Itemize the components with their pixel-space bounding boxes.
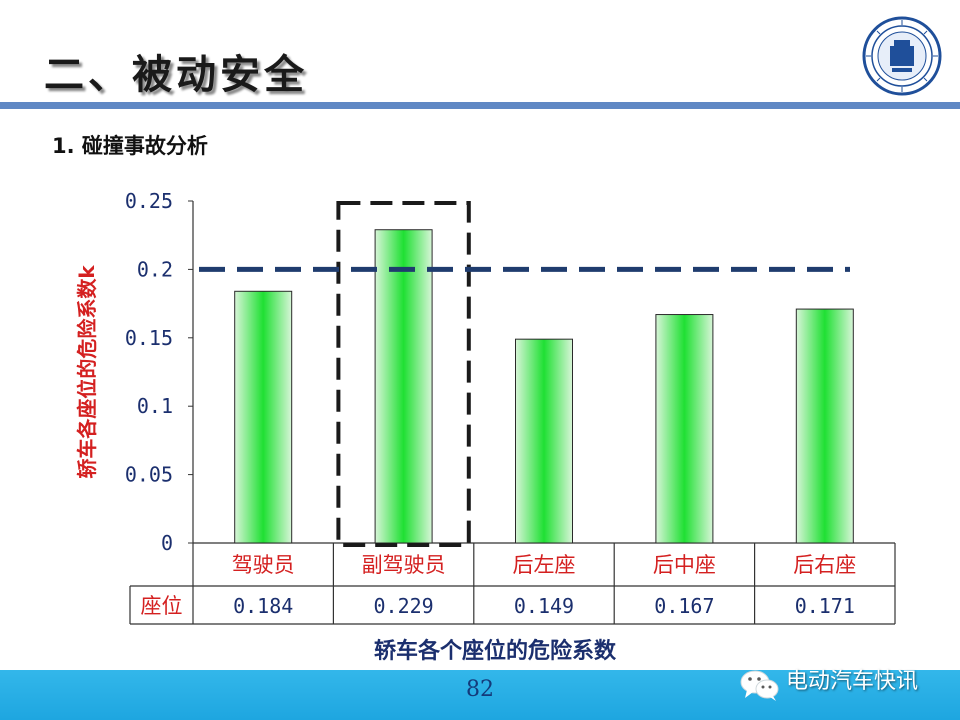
category-label-1: 副驾驶员 <box>362 553 446 577</box>
y-tick-label-1: 0.05 <box>125 463 173 487</box>
value-label-1: 0.229 <box>373 594 433 618</box>
value-label-2: 0.149 <box>514 594 574 618</box>
category-label-4: 后右座 <box>793 553 856 577</box>
y-tick-label-0: 0 <box>161 531 173 555</box>
y-axis: 0 0.05 0.1 0.15 0.2 0.25 轿车各座位的危险系数k <box>75 189 194 555</box>
watermark-text: 电动汽车快讯 <box>786 669 919 694</box>
value-label-0: 0.184 <box>233 594 293 618</box>
category-label-3: 后中座 <box>653 553 716 577</box>
value-label-4: 0.171 <box>795 594 855 618</box>
bar-1 <box>374 229 433 544</box>
table-row-label: 座位 <box>141 594 183 618</box>
highlight-box <box>336 201 471 547</box>
y-tick-label-5: 0.25 <box>125 189 173 213</box>
category-label-2: 后左座 <box>513 553 576 577</box>
table-labels: 驾驶员 0.184 副驾驶员 0.229 后左座 0.149 后中座 0.167 后右座 0.17… <box>141 553 857 618</box>
bar-0 <box>234 290 293 544</box>
bar-3 <box>655 314 714 544</box>
y-tick-label-2: 0.1 <box>137 394 173 418</box>
y-axis-title: 轿车各座位的危险系数k <box>75 265 99 479</box>
bars-group <box>199 201 854 547</box>
subtitle: 1. 碰撞事故分析 <box>52 134 208 158</box>
footer-bar <box>0 670 960 720</box>
page-number: 82 <box>466 677 494 702</box>
value-label-3: 0.167 <box>654 594 714 618</box>
title-rule <box>0 102 960 109</box>
bar-4 <box>795 308 854 544</box>
bar-2 <box>515 338 573 544</box>
y-tick-label-4: 0.2 <box>137 257 173 281</box>
slide-title: 二、被动安全 <box>44 52 308 98</box>
university-seal-icon <box>862 16 942 96</box>
y-tick-label-3: 0.15 <box>125 326 173 350</box>
wechat-icon <box>740 670 779 701</box>
category-label-0: 驾驶员 <box>232 553 295 577</box>
chart-caption: 轿车各个座位的危险系数 <box>373 639 616 664</box>
